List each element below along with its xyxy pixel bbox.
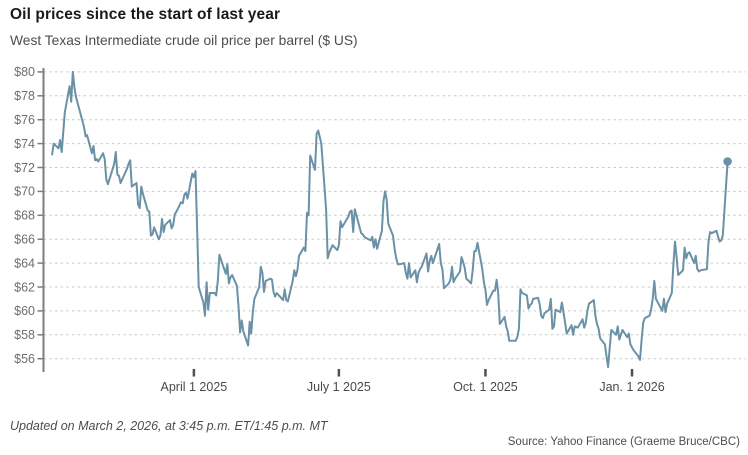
latest-price-dot <box>723 157 732 166</box>
x-tick-label: Oct. 1 2025 <box>453 380 518 394</box>
y-tick-label: $58 <box>14 328 35 342</box>
chart-title: Oil prices since the start of last year <box>10 6 281 23</box>
x-tick-label: April 1 2025 <box>161 380 228 394</box>
y-tick-label: $80 <box>14 65 35 79</box>
y-tick-label: $68 <box>14 209 35 223</box>
y-tick-label: $70 <box>14 185 35 199</box>
updated-timestamp: Updated on March 2, 2026, at 3:45 p.m. E… <box>10 419 328 433</box>
source-credit: Source: Yahoo Finance (Graeme Bruce/CBC) <box>507 436 740 448</box>
y-tick-label: $56 <box>14 352 35 366</box>
y-tick-label: $74 <box>14 137 35 151</box>
price-line <box>51 70 729 369</box>
x-axis-ticks: April 1 2025 July 1 2025 Oct. 1 2025 Jan. 1… <box>161 369 665 394</box>
y-tick-label: $60 <box>14 304 35 318</box>
y-tick-label: $64 <box>14 256 35 270</box>
y-tick-label: $72 <box>14 161 35 175</box>
y-tick-label: $76 <box>14 113 35 127</box>
y-tick-label: $62 <box>14 280 35 294</box>
y-tick-label: $66 <box>14 233 35 247</box>
chart-subtitle: West Texas Intermediate crude oil price … <box>10 33 358 48</box>
x-tick-label: July 1 2025 <box>307 380 371 394</box>
x-tick-label: Jan. 1 2026 <box>599 380 664 394</box>
y-axis-labels: $80 $78 $76 $74 $72 $70 $68 $66 $64 $62 $60 $58 $56 <box>14 65 35 366</box>
y-tick-label: $78 <box>14 89 35 103</box>
